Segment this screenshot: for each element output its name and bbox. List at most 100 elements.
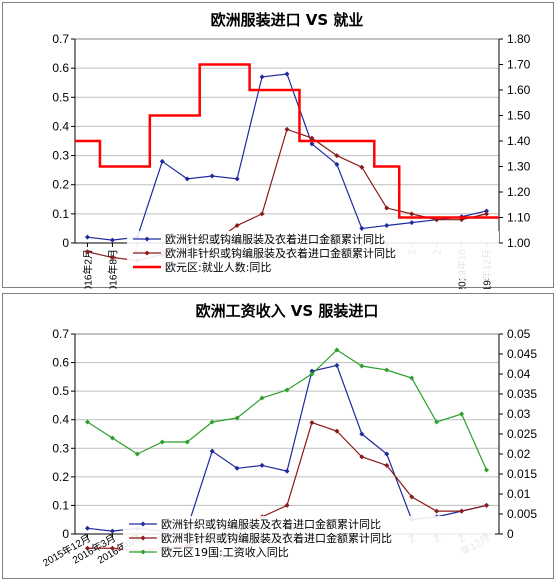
data-point bbox=[409, 211, 415, 217]
right-tick-label: 1.50 bbox=[507, 109, 531, 123]
data-point bbox=[259, 211, 265, 217]
data-point bbox=[284, 387, 290, 393]
data-point bbox=[84, 234, 90, 240]
chart-employment-svg: 欧洲服装进口 VS 就业 0 0.1 0.2 0.3 0.4 0.5 0.6 0.7 1.00 1.… bbox=[52, 11, 531, 289]
legend-box bbox=[127, 231, 499, 279]
data-point bbox=[384, 205, 390, 211]
data-point bbox=[284, 126, 290, 132]
plot-area bbox=[74, 38, 500, 244]
right-tick-label: 1.30 bbox=[507, 160, 531, 174]
left-tick-label: 0.2 bbox=[52, 470, 69, 484]
data-point bbox=[309, 371, 315, 377]
right-tick-label: 0.015 bbox=[507, 467, 537, 481]
left-tick-label: 0.3 bbox=[52, 149, 69, 163]
left-tick-label: 0.3 bbox=[52, 441, 69, 455]
data-point bbox=[359, 164, 365, 170]
data-point bbox=[284, 71, 290, 77]
data-point bbox=[309, 135, 315, 141]
data-point bbox=[384, 451, 390, 457]
right-tick-label: 1.60 bbox=[507, 83, 531, 97]
legend-swatch-marker bbox=[140, 521, 146, 527]
left-tick-label: 0.6 bbox=[52, 61, 69, 75]
data-point bbox=[334, 161, 340, 167]
data-point bbox=[184, 439, 190, 445]
data-point bbox=[334, 362, 340, 368]
data-point bbox=[234, 176, 240, 182]
right-tick-label: 1.10 bbox=[507, 211, 531, 225]
data-point bbox=[459, 411, 465, 417]
data-point bbox=[109, 237, 115, 243]
right-tick-label: 0.05 bbox=[507, 327, 531, 341]
left-tick-label: 0.2 bbox=[52, 178, 69, 192]
data-point bbox=[459, 508, 465, 514]
data-point bbox=[334, 153, 340, 159]
data-point bbox=[234, 415, 240, 421]
data-point bbox=[284, 502, 290, 508]
left-tick-label: 0.7 bbox=[52, 32, 69, 46]
legend-entry: 欧洲针织或钩编服装及衣着进口金额累计同比 bbox=[165, 232, 385, 246]
right-tick-label: 0.01 bbox=[507, 487, 531, 501]
right-tick-label: 1.20 bbox=[507, 185, 531, 199]
data-point bbox=[359, 454, 365, 460]
data-point bbox=[109, 545, 115, 551]
left-tick-label: 0.1 bbox=[52, 498, 69, 512]
right-tick-label: 0 bbox=[507, 527, 514, 541]
left-tick-label: 0 bbox=[62, 236, 69, 250]
data-point bbox=[84, 545, 90, 551]
data-point bbox=[84, 419, 90, 425]
data-point bbox=[409, 220, 415, 226]
right-tick-label: 1.70 bbox=[507, 58, 531, 72]
left-tick-label: 0.1 bbox=[52, 207, 69, 221]
data-point bbox=[209, 173, 215, 179]
legend-entry: 欧元区19国:工资收入同比 bbox=[161, 545, 289, 559]
left-tick-label: 0.5 bbox=[52, 384, 69, 398]
right-tick-label: 0.005 bbox=[507, 507, 537, 521]
data-point bbox=[284, 468, 290, 474]
legend-box bbox=[123, 516, 495, 564]
data-point bbox=[209, 448, 215, 454]
data-point bbox=[234, 223, 240, 229]
legend-entry: 欧洲针织或钩编服装及衣着进口金额累计同比 bbox=[161, 517, 381, 531]
data-point bbox=[84, 525, 90, 531]
left-tick-label: 0 bbox=[62, 527, 69, 541]
data-point bbox=[134, 451, 140, 457]
data-point bbox=[109, 528, 115, 534]
chart-panel-wages: 欧洲工资收入 VS 服装进口 0 0.1 0.2 0.3 0.4 0.5 0.6 0.7 0 0.0… bbox=[2, 293, 554, 579]
data-point bbox=[259, 395, 265, 401]
chart-panel-employment: 欧洲服装进口 VS 就业 0 0.1 0.2 0.3 0.4 0.5 0.6 0.7 1.00 1.… bbox=[2, 2, 554, 289]
data-point bbox=[384, 367, 390, 373]
legend-swatch-marker bbox=[144, 250, 150, 256]
data-point bbox=[384, 462, 390, 468]
data-point bbox=[184, 176, 190, 182]
legend-entry: 欧洲非针织或钩编服装及衣着进口金额累计同比 bbox=[161, 531, 392, 545]
left-tick-label: 0.4 bbox=[52, 119, 69, 133]
x-tick-label: 2016年2月 bbox=[81, 249, 94, 289]
data-point bbox=[434, 419, 440, 425]
data-point bbox=[409, 375, 415, 381]
series-line-2 bbox=[75, 63, 499, 219]
series-line-2 bbox=[87, 349, 488, 471]
data-point bbox=[484, 211, 490, 217]
data-point bbox=[109, 255, 115, 261]
legend-entry: 欧洲非针织或钩编服装及衣着进口金额累计同比 bbox=[165, 246, 396, 260]
data-point bbox=[484, 502, 490, 508]
chart-title: 欧洲服装进口 VS 就业 bbox=[211, 11, 364, 29]
right-tick-label: 1.00 bbox=[507, 236, 531, 250]
right-tick-label: 0.035 bbox=[507, 387, 537, 401]
data-point bbox=[484, 467, 490, 473]
chart-wages-svg: 欧洲工资收入 VS 服装进口 0 0.1 0.2 0.3 0.4 0.5 0.6 0.7 0 0.0… bbox=[40, 302, 537, 569]
data-point bbox=[484, 208, 490, 214]
legend-swatch-marker bbox=[140, 549, 146, 555]
right-tick-label: 0.03 bbox=[507, 407, 531, 421]
x-tick-label: 2016年8月 bbox=[106, 249, 119, 289]
data-point bbox=[359, 431, 365, 437]
data-point bbox=[159, 439, 165, 445]
data-point bbox=[334, 428, 340, 434]
legend-swatch-marker bbox=[144, 236, 150, 242]
series-line-0 bbox=[87, 73, 487, 241]
data-point bbox=[359, 363, 365, 369]
legend-swatch-marker bbox=[140, 535, 146, 541]
right-tick-label: 1.80 bbox=[507, 32, 531, 46]
left-tick-label: 0.4 bbox=[52, 413, 69, 427]
data-point bbox=[159, 158, 165, 164]
